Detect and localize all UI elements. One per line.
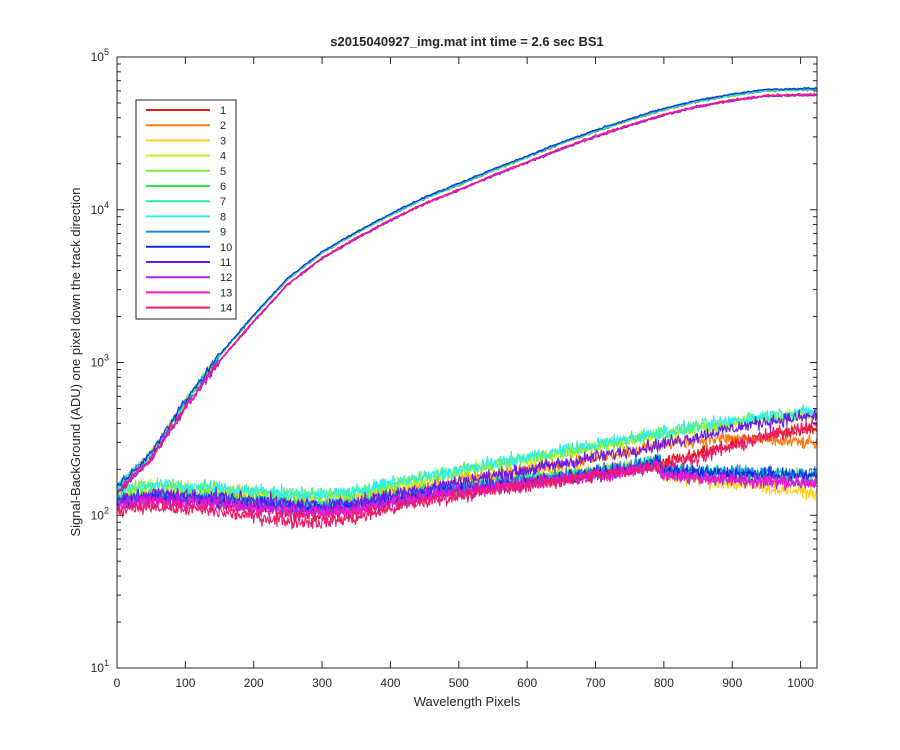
x-tick-label: 300 bbox=[312, 676, 332, 690]
series-layer bbox=[116, 86, 818, 530]
legend-item-5: 5 bbox=[146, 166, 226, 178]
x-axis: 0 100 200 300 400 500 600 700 800 900 1000 bbox=[114, 57, 814, 690]
legend-box bbox=[135, 99, 237, 320]
legend-item-9: 9 bbox=[146, 227, 226, 239]
y-tick-label: 104 bbox=[91, 200, 109, 217]
series-line-14-high bbox=[116, 92, 817, 495]
legend-item-3: 3 bbox=[146, 135, 226, 147]
x-tick-label: 100 bbox=[175, 676, 195, 690]
legend-item-11: 11 bbox=[146, 257, 231, 269]
legend-item-10: 10 bbox=[146, 242, 232, 254]
legend-label: 9 bbox=[220, 227, 226, 239]
x-tick-label: 200 bbox=[244, 676, 264, 690]
x-axis-label: Wavelength Pixels bbox=[414, 694, 521, 709]
legend-item-12: 12 bbox=[146, 272, 232, 284]
x-tick-label: 800 bbox=[654, 676, 674, 690]
legend-label: 14 bbox=[220, 303, 232, 315]
legend-label: 8 bbox=[220, 211, 226, 223]
legend-item-7: 7 bbox=[146, 196, 226, 208]
legend-item-2: 2 bbox=[146, 120, 226, 132]
legend-label: 6 bbox=[220, 181, 226, 193]
legend-label: 7 bbox=[220, 196, 226, 208]
series-line-13-low bbox=[116, 460, 818, 521]
series-line-8-low bbox=[116, 404, 818, 503]
legend-item-14: 14 bbox=[146, 303, 232, 315]
y-tick-label: 105 bbox=[91, 47, 109, 64]
x-tick-label: 400 bbox=[380, 676, 400, 690]
x-tick-label: 0 bbox=[114, 676, 121, 690]
x-tick-label: 700 bbox=[586, 676, 606, 690]
legend-label: 11 bbox=[220, 257, 231, 269]
legend-item-6: 6 bbox=[146, 181, 226, 193]
legend-label: 1 bbox=[220, 105, 226, 117]
x-tick-label: 1000 bbox=[787, 676, 814, 690]
series-line-11-low bbox=[116, 408, 818, 515]
legend-label: 2 bbox=[220, 120, 226, 132]
y-tick-label: 102 bbox=[91, 505, 109, 522]
series-line-10-high bbox=[116, 86, 818, 487]
x-tick-label: 900 bbox=[722, 676, 742, 690]
legend-label: 12 bbox=[220, 272, 232, 284]
series-14 bbox=[116, 92, 818, 530]
legend-item-13: 13 bbox=[146, 287, 232, 299]
y-axis-label: Signal-BackGround (ADU) one pixel down t… bbox=[68, 187, 83, 536]
y-tick-label: 101 bbox=[91, 658, 109, 675]
legend-label: 10 bbox=[220, 242, 232, 254]
legend-item-8: 8 bbox=[146, 211, 226, 223]
y-tick-label: 103 bbox=[91, 353, 109, 370]
legend-label: 3 bbox=[220, 135, 226, 147]
x-tick-label: 600 bbox=[517, 676, 537, 690]
legend-label: 4 bbox=[220, 151, 226, 163]
legend-label: 5 bbox=[220, 166, 226, 178]
legend-item-1: 1 bbox=[146, 105, 226, 117]
x-tick-label: 500 bbox=[449, 676, 469, 690]
series-line-14-low bbox=[116, 419, 818, 530]
legend-item-4: 4 bbox=[146, 151, 226, 163]
legend-label: 13 bbox=[220, 287, 232, 299]
chart-title: s2015040927_img.mat int time = 2.6 sec B… bbox=[330, 34, 604, 49]
